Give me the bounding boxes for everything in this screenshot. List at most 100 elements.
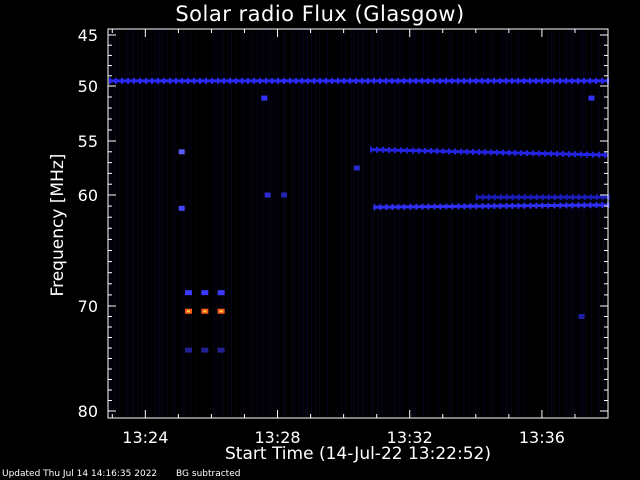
noise-streak [573,29,574,418]
band-dot [466,148,469,155]
band-dot [576,77,579,84]
band-dot [553,194,556,201]
noise-streak [113,29,114,418]
noise-streak [269,29,270,418]
band-dot [156,77,159,84]
noise-streak [485,29,486,418]
band-dot [601,194,604,201]
noise-streak [571,29,572,418]
band-dot [391,204,394,211]
band-dot [442,148,445,155]
band-dot [409,203,412,210]
y-tick-label: 70 [78,297,98,316]
band-dot [535,194,538,201]
noise-streak [451,29,452,418]
noise-streak [395,29,396,418]
band-dot [505,194,508,201]
noise-streak [577,29,578,418]
noise-streak [251,29,252,418]
band-dot [294,77,297,84]
noise-streak [353,29,354,418]
band-dot [475,194,478,201]
band-dot [216,77,219,84]
noise-streak [389,29,390,418]
x-tick-label: 13:24 [122,428,168,447]
noise-streak [167,29,168,418]
band-dot [583,194,586,201]
band-dot [577,194,580,201]
band-dot [484,149,487,156]
band-dot [406,147,409,154]
band-dot [544,150,547,157]
noise-streak [283,29,284,418]
band-dot [607,194,610,201]
band-dot [493,194,496,201]
noise-streak [141,29,142,418]
noise-streak [359,29,360,418]
noise-streak [365,29,366,418]
noise-streak [297,29,298,418]
emission-spot [281,192,288,198]
band-dot [198,77,201,84]
band-dot [372,77,375,84]
emission-dash [201,347,209,353]
band-dot [336,77,339,84]
noise-streak [591,29,592,418]
noise-streak [429,29,430,418]
noise-streak [271,29,272,418]
band-dot [598,151,601,158]
noise-streak [523,29,524,418]
band-dot [144,77,147,84]
noise-streak [351,29,352,418]
noise-streak [357,29,358,418]
band-dot [379,204,382,211]
y-tick-label: 60 [78,186,98,205]
band-dot [574,151,577,158]
band-dot [252,77,255,84]
noise-streak [303,29,304,418]
band-dot [451,203,454,210]
band-dot [448,148,451,155]
noise-streak [129,29,130,418]
band-dot [570,77,573,84]
band-dot [438,77,441,84]
band-dot [586,151,589,158]
noise-streak [215,29,216,418]
band-dot [540,77,543,84]
band-dot [526,150,529,157]
emission-spot [588,95,595,101]
noise-streak [119,29,120,418]
emission-spot [178,205,185,211]
noise-streak [115,29,116,418]
band-dot [474,77,477,84]
y-tick-label: 55 [78,132,98,151]
noise-streak [387,29,388,418]
noise-streak [275,29,276,418]
band-dot [415,203,418,210]
noise-streak [111,29,112,418]
noise-streak [603,29,604,418]
noise-streak [599,29,600,418]
noise-streak [403,29,404,418]
emission-spot [353,165,360,171]
footer: Updated Thu Jul 14 14:16:35 2022 BG subt… [2,469,256,479]
band-dot [468,77,471,84]
band-dot [514,149,517,156]
noise-streak [475,29,476,418]
noise-streak [413,29,414,418]
noise-streak [227,29,228,418]
noise-streak [469,29,470,418]
noise-streak [327,29,328,418]
noise-streak [157,29,158,418]
band-dot [342,77,345,84]
band-dot [426,77,429,84]
band-dot [300,77,303,84]
footer-updated: Updated Thu Jul 14 14:16:35 2022 [2,469,158,479]
band-dot [394,147,397,154]
band-dot [558,77,561,84]
band-dot [517,202,520,209]
band-dot [330,77,333,84]
noise-streak [519,29,520,418]
noise-streak [131,29,132,418]
